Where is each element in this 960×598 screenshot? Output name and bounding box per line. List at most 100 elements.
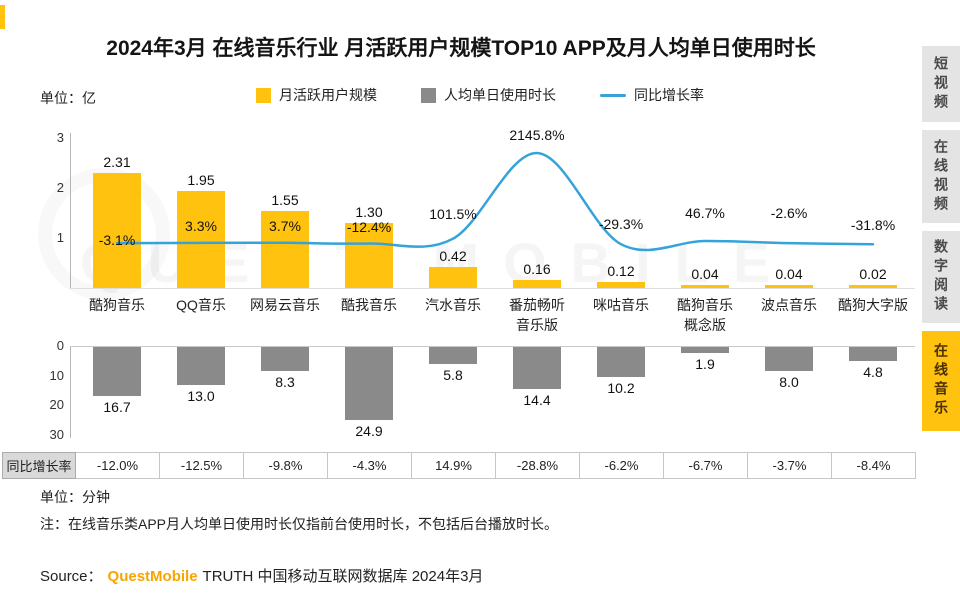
category-label: QQ音乐 bbox=[176, 297, 226, 313]
duration-bar bbox=[93, 347, 141, 396]
duration-growth-cell: -8.4% bbox=[831, 452, 916, 479]
tab-label-online-music: 在线音乐 bbox=[933, 343, 949, 419]
duration-value-label: 24.9 bbox=[355, 423, 383, 439]
duration-bar bbox=[429, 347, 477, 364]
duration-value-label: 4.8 bbox=[863, 364, 883, 380]
duration-growth-cell: -6.7% bbox=[663, 452, 748, 479]
mau-bar bbox=[513, 280, 561, 288]
top-axis-tick: 1 bbox=[56, 230, 64, 245]
corner-accent-bar bbox=[0, 5, 5, 29]
duration-value-label: 5.8 bbox=[443, 367, 463, 383]
sidebar-tab-digital-reading[interactable]: 数字阅读 bbox=[922, 231, 960, 323]
mau-bar bbox=[681, 285, 729, 288]
category-label: 番茄畅听 音乐版 bbox=[509, 297, 565, 333]
duration-growth-cell: -12.0% bbox=[75, 452, 160, 479]
tab-label-short-video: 短视频 bbox=[933, 55, 949, 113]
mau-value-label: 1.30 bbox=[355, 204, 383, 220]
mau-bar bbox=[93, 172, 141, 288]
sidebar-tab-online-music[interactable]: 在线音乐 bbox=[922, 331, 960, 431]
mau-growth-label: 3.3% bbox=[185, 218, 217, 234]
mau-value-label: 0.04 bbox=[691, 266, 719, 282]
duration-value-label: 1.9 bbox=[695, 356, 715, 372]
legend-item-duration: 人均单日使用时长 bbox=[421, 85, 556, 105]
top-axis-tick: 2 bbox=[56, 180, 64, 195]
category-label: 酷我音乐 bbox=[341, 297, 397, 313]
duration-growth-cell: -6.2% bbox=[579, 452, 664, 479]
category-sidebar: 短视频 在线视频 数字阅读 在线音乐 bbox=[922, 0, 960, 598]
category-label: 酷狗音乐 bbox=[89, 297, 145, 313]
duration-value-label: 10.2 bbox=[607, 380, 635, 396]
mau-swatch-icon bbox=[256, 87, 271, 103]
legend-label-duration: 人均单日使用时长 bbox=[444, 87, 556, 103]
mau-value-label: 0.12 bbox=[607, 263, 635, 279]
category-label: 咪咕音乐 bbox=[593, 297, 649, 313]
sidebar-tab-short-video[interactable]: 短视频 bbox=[922, 46, 960, 122]
duration-bar bbox=[765, 347, 813, 371]
mau-bar bbox=[597, 282, 645, 288]
legend-item-mau: 月活跃用户规模 bbox=[256, 85, 377, 105]
duration-growth-cell: -28.8% bbox=[495, 452, 580, 479]
bottom-axis-tick: 30 bbox=[49, 427, 64, 442]
category-label: 酷狗音乐 概念版 bbox=[677, 297, 733, 333]
bottom-axis-tick: 0 bbox=[56, 338, 64, 353]
bottom-y-axis-line bbox=[70, 346, 71, 438]
mau-value-label: 0.42 bbox=[439, 248, 467, 264]
mau-growth-label: 101.5% bbox=[429, 206, 477, 222]
sidebar-tab-online-video[interactable]: 在线视频 bbox=[922, 130, 960, 223]
duration-bar bbox=[261, 347, 309, 371]
mau-value-label: 1.55 bbox=[271, 191, 299, 208]
legend-label-mau: 月活跃用户规模 bbox=[279, 87, 377, 103]
page-title: 2024年3月 在线音乐行业 月活跃用户规模TOP10 APP及月人均单日使用时… bbox=[106, 37, 816, 60]
legend-label-growth: 同比增长率 bbox=[634, 87, 704, 103]
mau-growth-label: -31.8% bbox=[850, 217, 896, 233]
footnote: 注：在线音乐类APP月人均单日使用时长仅指前台使用时长，不包括后台播放时长。 bbox=[40, 516, 559, 532]
bottom-axis-tick: 10 bbox=[49, 368, 64, 383]
mau-bar bbox=[849, 285, 897, 288]
source-line: Source： QuestMobile TRUTH 中国移动互联网数据库 2024年… bbox=[40, 565, 483, 586]
mau-growth-label: 3.7% bbox=[269, 218, 301, 234]
mau-growth-label: -2.6% bbox=[770, 205, 808, 221]
duration-growth-cell: -3.7% bbox=[747, 452, 832, 479]
legend-item-growth: 同比增长率 bbox=[600, 85, 704, 105]
mau-value-label: 0.16 bbox=[523, 261, 551, 277]
duration-bar bbox=[849, 347, 897, 361]
duration-bar bbox=[345, 347, 393, 420]
chart-legend: 月活跃用户规模 人均单日使用时长 同比增长率 bbox=[100, 85, 860, 105]
mau-value-label: 0.02 bbox=[859, 266, 887, 282]
category-label: 汽水音乐 bbox=[425, 297, 481, 313]
duration-value-label: 8.3 bbox=[275, 374, 295, 390]
mau-growth-label: 46.7% bbox=[685, 205, 725, 221]
top-baseline bbox=[70, 288, 915, 289]
source-prefix: Source： bbox=[40, 568, 103, 585]
mau-value-label: 2.31 bbox=[103, 153, 131, 170]
duration-growth-cell: -9.8% bbox=[243, 452, 328, 479]
mau-value-label: 1.95 bbox=[187, 171, 215, 188]
bottom-axis-tick: 20 bbox=[49, 397, 64, 412]
duration-growth-cell: -12.5% bbox=[159, 452, 244, 479]
duration-growth-cell: 14.9% bbox=[411, 452, 496, 479]
duration-bar bbox=[597, 347, 645, 377]
source-brand: QuestMobile bbox=[107, 568, 198, 585]
duration-value-label: 16.7 bbox=[103, 399, 131, 415]
source-suffix: TRUTH 中国移动互联网数据库 2024年3月 bbox=[202, 568, 484, 585]
mau-bar bbox=[429, 267, 477, 288]
category-label: 波点音乐 bbox=[761, 297, 817, 313]
mau-bar bbox=[177, 190, 225, 288]
mau-growth-label: 2145.8% bbox=[509, 127, 565, 143]
duration-value-label: 13.0 bbox=[187, 388, 215, 404]
mau-bar bbox=[765, 285, 813, 288]
mau-growth-label: -12.4% bbox=[346, 219, 392, 235]
unit-label-bottom: 单位：分钟 bbox=[40, 489, 110, 505]
duration-value-label: 8.0 bbox=[779, 374, 799, 390]
duration-growth-cell: -4.3% bbox=[327, 452, 412, 479]
tab-label-online-video: 在线视频 bbox=[933, 138, 949, 215]
top-y-axis-line bbox=[70, 133, 71, 288]
growth-line-swatch-icon bbox=[600, 93, 626, 97]
tab-label-digital-reading: 数字阅读 bbox=[933, 239, 949, 315]
duration-bar bbox=[513, 347, 561, 389]
duration-swatch-icon bbox=[421, 87, 436, 103]
duration-value-label: 14.4 bbox=[523, 392, 551, 408]
bottom-baseline bbox=[70, 346, 915, 347]
duration-bar bbox=[681, 347, 729, 353]
